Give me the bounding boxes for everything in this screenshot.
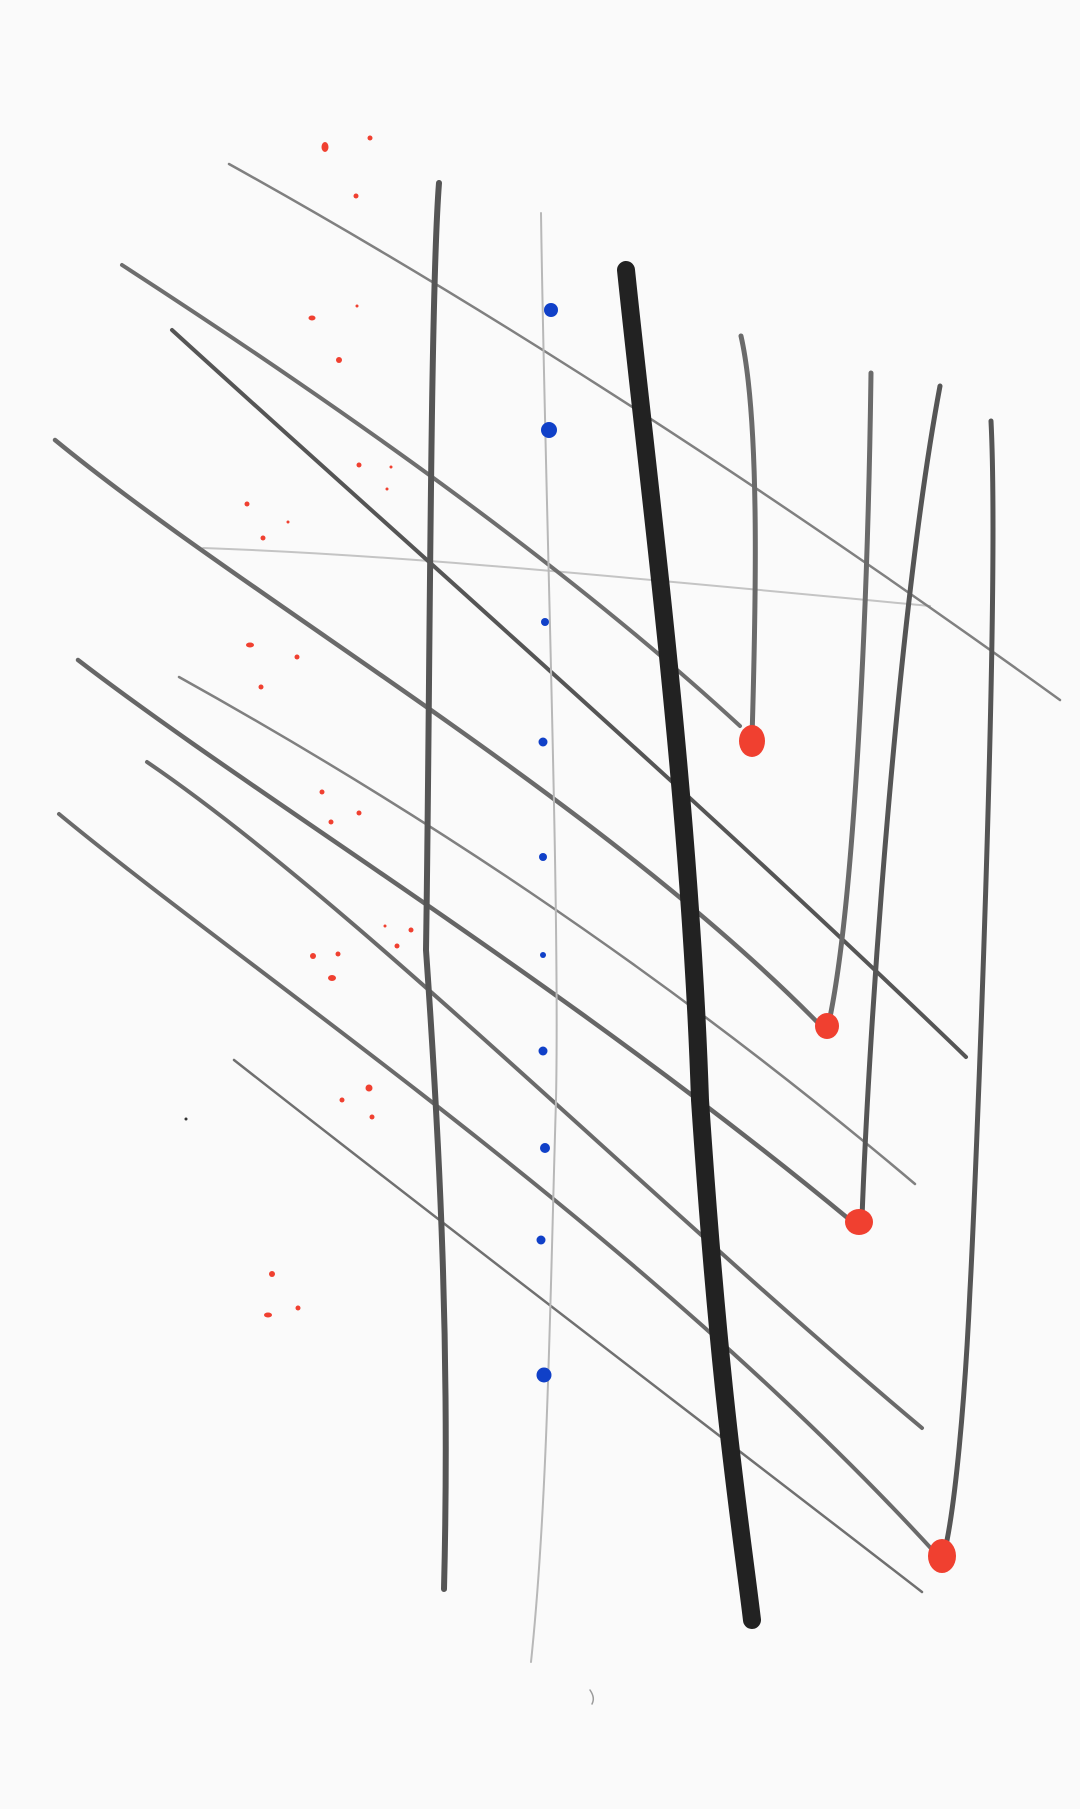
- stray-mark: [589, 1689, 595, 1705]
- blue-dot: [539, 853, 547, 861]
- red-speckle: [356, 810, 362, 816]
- vertical-stroke-left: [423, 180, 449, 1592]
- vertical-strokes: [423, 180, 996, 1663]
- red-speckle: [356, 462, 362, 468]
- red-speckle: [244, 501, 250, 507]
- blue-dot: [541, 618, 549, 626]
- red-dot-terminal-1: [739, 725, 765, 757]
- blue-dot: [540, 1143, 550, 1153]
- red-speckle: [294, 654, 300, 660]
- red-speckle: [310, 953, 316, 959]
- red-speckle: [339, 1097, 345, 1103]
- red-speckle: [258, 684, 264, 690]
- faint-crossing-stroke: [202, 547, 931, 607]
- red-speckle: [394, 943, 400, 949]
- red-speckle: [335, 951, 341, 957]
- blue-dot: [536, 1367, 552, 1383]
- red-speckle: [321, 142, 329, 152]
- blue-dot: [536, 1235, 546, 1245]
- diagonal-stroke-9: [232, 1058, 924, 1594]
- red-speckle-cluster: [244, 135, 414, 1318]
- diagonal-stroke-7: [145, 760, 924, 1430]
- red-dot-terminals: [739, 725, 956, 1573]
- red-speckle: [336, 357, 342, 363]
- stray-dot: [184, 1117, 188, 1121]
- red-speckle: [353, 193, 359, 199]
- red-speckle: [264, 1312, 272, 1318]
- blue-dot: [538, 737, 548, 747]
- red-speckle: [319, 789, 325, 795]
- red-speckle: [260, 535, 266, 541]
- red-speckle: [383, 924, 387, 928]
- red-dot-terminal-4: [928, 1539, 956, 1573]
- red-speckle: [328, 819, 334, 825]
- red-speckle: [308, 315, 316, 321]
- red-speckle: [369, 1114, 375, 1120]
- blue-dot: [544, 303, 558, 317]
- diagonal-stroke-3: [170, 328, 968, 1059]
- vertical-stroke-hook-3: [859, 383, 943, 1221]
- red-speckle: [246, 642, 254, 648]
- vertical-stroke-faint: [530, 212, 558, 1663]
- red-speckle: [365, 1084, 373, 1092]
- vertical-stroke-hook-1: [738, 333, 758, 741]
- diagonal-stroke-5: [75, 657, 853, 1223]
- diagonal-stroke-6: [177, 675, 917, 1186]
- diagonal-stroke-8: [57, 812, 940, 1558]
- red-speckle: [295, 1305, 301, 1311]
- blue-dot: [540, 952, 546, 958]
- blue-dot: [541, 422, 557, 438]
- red-speckle: [286, 520, 290, 524]
- diagonal-strokes: [52, 162, 1062, 1594]
- red-speckle: [389, 465, 393, 469]
- red-speckle: [355, 304, 359, 308]
- red-dot-terminal-2: [815, 1013, 839, 1039]
- blue-dot: [538, 1046, 548, 1056]
- red-speckle: [385, 487, 389, 491]
- vertical-stroke-hook-4: [941, 418, 996, 1557]
- vertical-stroke-thick: [617, 261, 761, 1629]
- red-speckle: [328, 975, 336, 981]
- blue-dot-column: [536, 303, 558, 1383]
- red-speckle: [408, 927, 414, 933]
- vertical-stroke-hook-2: [826, 370, 874, 1025]
- red-speckle: [269, 1271, 275, 1277]
- red-dot-terminal-3: [845, 1209, 873, 1235]
- red-speckle: [367, 135, 373, 141]
